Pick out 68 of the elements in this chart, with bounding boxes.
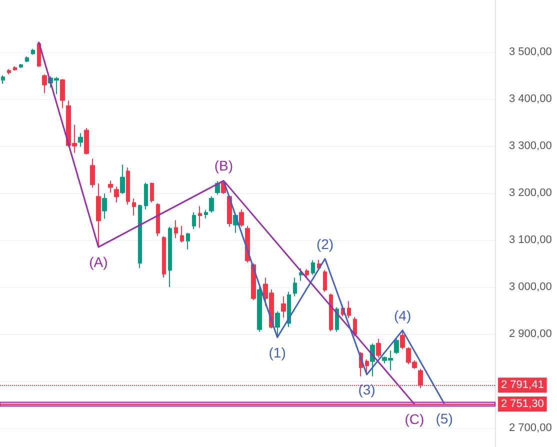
annotation: (3) <box>358 382 376 398</box>
candlestick <box>174 220 178 239</box>
candlestick <box>257 286 262 332</box>
ref-line-label: 2 791,41 <box>501 379 544 392</box>
y-tick-label: 3 100,00 <box>509 234 552 246</box>
candlestick <box>25 56 29 63</box>
candlestick <box>198 206 202 228</box>
candlestick <box>114 186 119 203</box>
candlestick <box>287 291 291 328</box>
candlestick <box>353 316 357 337</box>
candlestick <box>281 296 286 318</box>
candlestick <box>138 204 142 269</box>
candlestick <box>78 132 83 148</box>
candlestick <box>37 41 41 68</box>
candlestick <box>96 183 101 248</box>
candlestick <box>42 74 47 94</box>
candlestick <box>347 300 351 319</box>
candlestick <box>394 338 399 354</box>
candlestick <box>168 226 172 288</box>
candlestick <box>1 74 5 84</box>
candlestick <box>120 164 125 194</box>
candlestick <box>90 158 95 188</box>
candlestick <box>126 167 130 206</box>
candlestick <box>31 48 35 56</box>
line-series <box>222 180 446 404</box>
candlestick <box>400 331 405 350</box>
candlestick <box>150 182 154 203</box>
candlestick <box>102 192 107 220</box>
y-tick-label: 3 500,00 <box>509 46 552 58</box>
candlestick <box>239 208 244 228</box>
candlestick <box>60 78 65 109</box>
candlestick <box>365 358 369 374</box>
candlestick <box>311 260 315 276</box>
y-tick-label: 2 700,00 <box>509 422 552 434</box>
annotation: (1) <box>268 344 286 360</box>
candlestick <box>323 270 327 292</box>
candlestick <box>108 180 113 193</box>
y-tick-label: 3 300,00 <box>509 140 552 152</box>
candlestick <box>209 196 214 214</box>
candlestick <box>144 182 148 210</box>
candlestick <box>13 66 17 72</box>
candlestick <box>186 232 190 250</box>
candlestick <box>275 310 280 338</box>
candlestick <box>84 127 89 155</box>
annotation: (4) <box>394 307 412 324</box>
ref-line-label: 2 751,30 <box>501 398 544 410</box>
candlestick <box>293 277 297 297</box>
annotation: (2) <box>316 236 334 252</box>
y-tick-label: 3 400,00 <box>509 92 552 105</box>
candlestick <box>376 338 381 358</box>
annotation: (C) <box>404 411 424 428</box>
candlestick <box>204 209 208 219</box>
candlestick <box>299 268 303 282</box>
candlestick <box>305 268 309 278</box>
y-tick-label: 2 900,00 <box>509 328 552 340</box>
candlestick <box>329 293 333 332</box>
annotation: (A) <box>89 254 108 270</box>
candlestick <box>19 63 23 68</box>
candlestick <box>180 225 184 243</box>
candlestick <box>7 68 11 75</box>
candlestick <box>156 202 160 237</box>
annotation: (B) <box>214 158 233 174</box>
annotation: (5) <box>436 410 453 427</box>
y-tick-label: 3 000,00 <box>509 281 552 294</box>
candlestick <box>162 236 166 278</box>
candlestick <box>192 212 196 230</box>
y-tick-label: 3 200,00 <box>509 186 552 199</box>
candlestick <box>132 198 136 216</box>
